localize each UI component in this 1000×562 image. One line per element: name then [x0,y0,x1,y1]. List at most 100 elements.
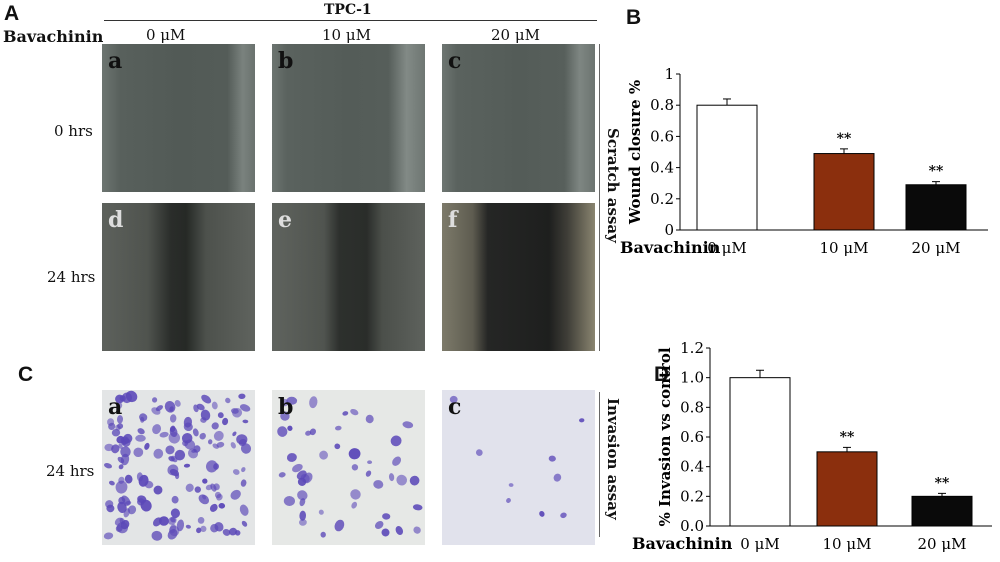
stained-cell [196,527,202,534]
stained-cell [212,443,219,449]
stained-cell [184,439,196,450]
stained-cell [116,522,129,534]
stained-cell [111,428,121,437]
stained-cell [135,434,146,442]
stained-cell [320,531,326,538]
stained-cell [395,525,404,536]
stained-cell [214,491,222,499]
stained-cell [342,411,349,416]
stained-cell [169,523,177,534]
bar [696,104,758,231]
scratch-photo-20uM-0h: c [442,44,595,192]
stained-cell [118,443,123,449]
stained-cell [176,519,185,532]
scratch-bracket [599,44,600,351]
stained-cell [286,396,298,405]
header-rule [104,20,597,21]
stained-cell [210,524,219,533]
cell-line-label: TPC-1 [324,2,372,18]
panel-letter-b: B [626,6,642,29]
stained-cell [548,455,556,462]
stained-cell [185,524,191,529]
scratch-photo-10uM-24h: e [272,203,425,351]
category-label: 20 μM [912,239,961,257]
stained-cell [218,502,226,509]
stained-cell [115,480,128,494]
stained-cell [197,517,205,524]
y-tick-label: 0.8 [650,96,674,114]
category-label: 0 μM [707,239,746,257]
dose-label-10: 10 μM [322,26,371,44]
y-tick-label: 0.2 [650,190,674,208]
wound-closure-chart: 0 0.2 0.4 0.6 0.8 1 Wound closure % 0 μM ** 10 μM… [620,65,988,257]
y-tick-label: 0.6 [680,428,704,446]
stained-cell [319,450,329,460]
stained-cell [236,434,248,445]
invasion-chart: 0.0 0.2 0.4 0.6 0.8 1.0 1.2 % Invasion vs contr… [632,339,992,553]
stained-cell [309,396,318,409]
stained-cell [198,494,210,505]
stained-cell [286,453,297,462]
stained-cell [115,424,121,431]
stained-cell [241,467,246,473]
x-axis-label: Bavachinin [620,238,721,257]
stained-cell [165,445,175,455]
stained-cell [392,456,402,466]
stained-cell [402,421,414,429]
scratch-photo-0uM-24h: d [102,203,255,351]
time-label-0h: 0 hrs [54,122,93,140]
stained-cell [351,464,359,471]
y-axis-label: Wound closure % [626,80,644,225]
stained-cell [153,485,163,495]
panel-letter-a: A [4,2,20,25]
stained-cell [137,428,145,435]
stained-cell [239,504,249,516]
stained-cell [200,525,207,532]
stained-cell [153,448,164,459]
y-tick-label: 0.8 [680,398,704,416]
stained-cell [388,473,395,482]
stained-cell [449,395,458,404]
stained-cell [350,408,359,416]
stained-cell [138,474,149,487]
y-tick-label: 0.2 [680,487,704,505]
stained-cell [139,413,148,422]
stained-cell [373,480,384,489]
stained-cell [211,422,219,430]
stained-cell [238,393,246,400]
invasion-photo-20uM: c [442,390,595,545]
panel-letter-c: C [18,363,34,386]
scratch-photo-10uM-0h: b [272,44,425,192]
invasion-cells-10uM [277,396,423,538]
stained-cell [374,520,384,530]
stained-cell [213,483,220,491]
stained-cell [283,495,295,507]
stained-cell [117,456,125,464]
stained-cell [207,439,213,445]
stained-cell [106,504,115,513]
stained-cell [351,501,358,509]
stained-cell [350,489,361,500]
stained-cell [506,498,511,503]
stained-cell [299,518,307,526]
stained-cell [174,449,186,461]
stained-cell [117,402,123,409]
stained-cell [174,400,181,407]
stained-cell [217,412,224,419]
stained-cell [242,419,249,424]
stained-cell [297,490,308,501]
stained-cell [213,430,224,441]
stained-cell [299,498,306,507]
stained-cell [241,520,248,527]
stained-cell [200,409,211,421]
stained-cell [335,425,342,431]
y-tick-label: 1.0 [680,369,704,387]
invasion-cells-20uM [449,395,585,519]
stained-cell [116,415,124,424]
invasion-photo-10uM: b [272,390,425,545]
stained-cell [123,433,133,444]
stained-cell [232,431,237,437]
stained-cell [170,517,176,523]
stained-cell [365,470,372,477]
stained-cell [155,405,164,412]
